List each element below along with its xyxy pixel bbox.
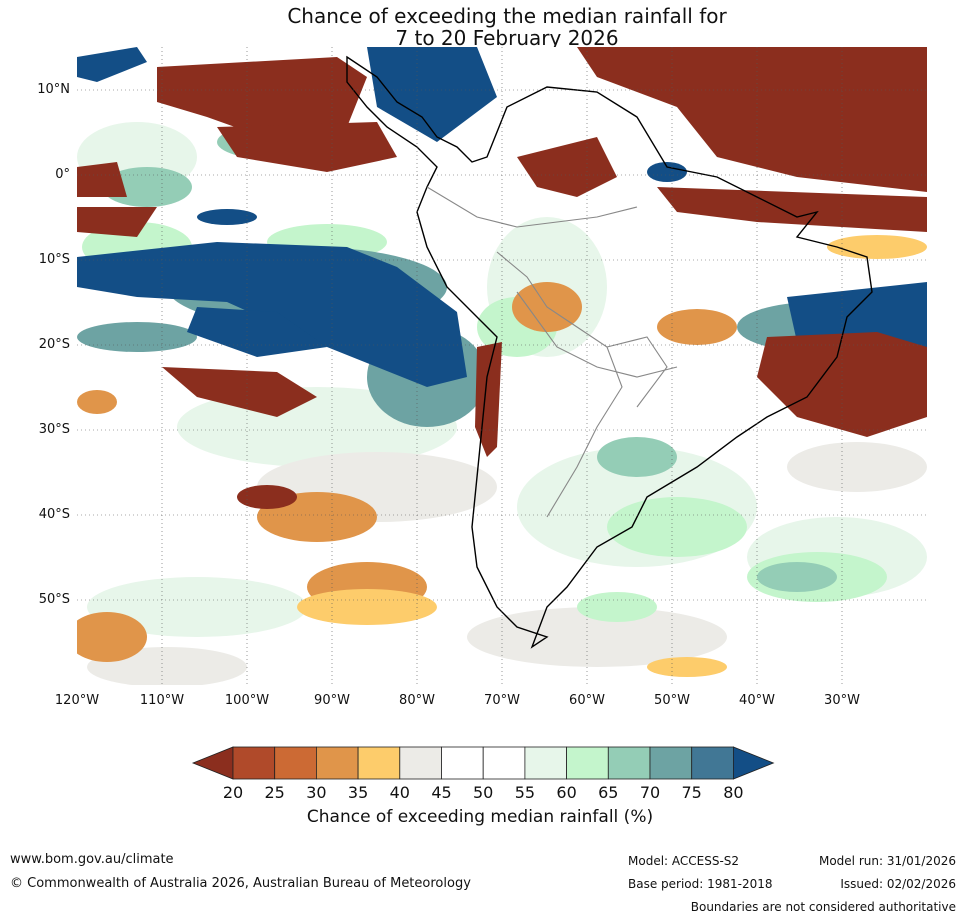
- south-america-coastline: [346, 55, 873, 649]
- colorbar: [191, 746, 775, 780]
- colorbar-cell: [232, 746, 276, 780]
- colorbar-cell: [274, 746, 317, 780]
- lat-label-equator: 0°: [55, 167, 70, 182]
- lon-label-50w: 50°W: [654, 693, 690, 708]
- country-borders: [426, 186, 678, 518]
- colorbar-tick-label: 25: [264, 783, 285, 802]
- colorbar-tick-label: 20: [222, 783, 244, 802]
- map-gridlines: [77, 47, 927, 685]
- colorbar-tick-label: 55: [514, 783, 536, 802]
- lat-label-40s: 40°S: [38, 507, 70, 522]
- lon-label-70w: 70°W: [484, 693, 520, 708]
- colorbar-tick-label: 75: [681, 783, 702, 802]
- colorbar-cell: [316, 746, 359, 780]
- footer-model: Model: ACCESS-S2: [628, 854, 740, 868]
- colorbar-cell: [691, 746, 734, 780]
- footer-copyright: © Commonwealth of Australia 2026, Austra…: [10, 876, 471, 891]
- colorbar-tick-label: 35: [347, 783, 369, 802]
- colorbar-tick-label: 45: [431, 783, 452, 802]
- colorbar-tick-label: 60: [556, 783, 577, 802]
- dry-yellow-regions: [297, 235, 927, 677]
- footer-model-run: Model run: 31/01/2026: [818, 854, 956, 868]
- colorbar-cell: [649, 746, 693, 780]
- colorbar-cell: [566, 746, 609, 780]
- lon-label-60w: 60°W: [569, 693, 605, 708]
- colorbar-cell: [524, 746, 567, 780]
- lon-label-110w: 110°W: [139, 693, 185, 708]
- rainfall-probability-map: [77, 47, 927, 685]
- wet-blue-regions: [77, 47, 927, 387]
- footer-url[interactable]: www.bom.gov.au/climate: [10, 852, 174, 867]
- lat-label-10s: 10°S: [38, 252, 70, 267]
- colorbar-extend-low: [191, 746, 234, 780]
- colorbar-cell: [357, 746, 401, 780]
- colorbar-cell: [482, 746, 526, 780]
- colorbar-tick-label: 30: [306, 783, 327, 802]
- lat-label-50s: 50°S: [38, 592, 70, 607]
- lon-label-120w: 120°W: [54, 693, 100, 708]
- colorbar-cell: [441, 746, 484, 780]
- colorbar-tick-label: 50: [473, 783, 494, 802]
- footer-base-period: Base period: 1981-2018: [628, 877, 773, 891]
- lat-label-20s: 20°S: [38, 337, 70, 352]
- lat-label-30s: 30°S: [38, 422, 70, 437]
- colorbar-tick-label: 80: [723, 783, 744, 802]
- colorbar-cell: [399, 746, 442, 780]
- footer-boundaries-note: Boundaries are not considered authoritat…: [690, 900, 956, 914]
- lon-label-100w: 100°W: [224, 693, 270, 708]
- colorbar-tick-label: 40: [389, 783, 410, 802]
- lon-label-40w: 40°W: [739, 693, 775, 708]
- colorbar-cell: [607, 746, 651, 780]
- lon-label-30w: 30°W: [824, 693, 860, 708]
- map-title-line2: 7 to 20 February 2026: [395, 26, 619, 50]
- colorbar-label: Chance of exceeding median rainfall (%): [306, 807, 654, 827]
- lon-label-80w: 80°W: [399, 693, 435, 708]
- lat-label-10n: 10°N: [37, 82, 70, 97]
- colorbar-tick-label: 70: [639, 783, 661, 802]
- colorbar-extend-high: [733, 746, 775, 780]
- map-title-line1: Chance of exceeding the median rainfall …: [287, 4, 727, 28]
- footer-issued: Issued: 02/02/2026: [840, 877, 956, 891]
- lon-label-90w: 90°W: [314, 693, 350, 708]
- colorbar-tick-label: 65: [598, 783, 619, 802]
